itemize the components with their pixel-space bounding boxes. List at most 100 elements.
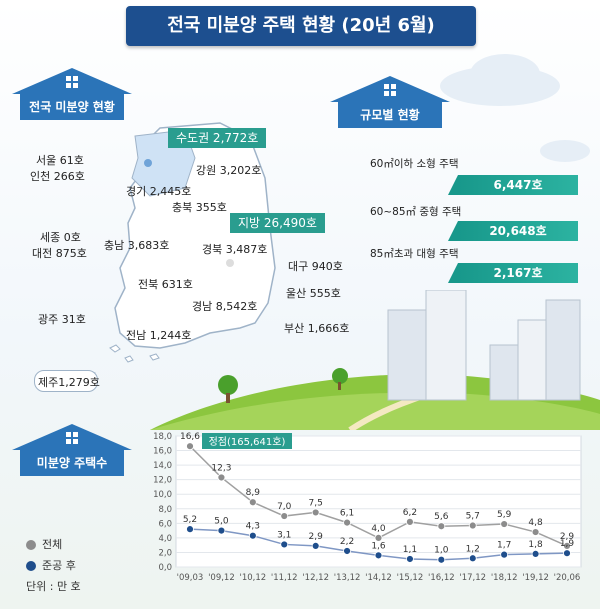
data-label-after-completion: 1,2 <box>466 544 480 554</box>
y-tick-label: 2,0 <box>158 548 172 558</box>
region-sejong: 세종 0호 <box>40 231 81 244</box>
y-tick-label: 8,0 <box>158 505 172 515</box>
data-label-total: 4,8 <box>528 518 543 528</box>
size-large-label: 85㎡초과 대형 주택 <box>370 248 459 260</box>
daegu-marker <box>226 259 234 267</box>
data-label-after-completion: 5,2 <box>183 515 197 525</box>
y-tick-label: 16,0 <box>153 447 172 457</box>
data-label-total: 2,9 <box>560 532 575 542</box>
region-incheon: 인천 266호 <box>30 170 85 183</box>
data-label-total: 5,7 <box>466 512 480 522</box>
x-tick-label: '09,03 <box>177 573 204 583</box>
region-chungnam: 충남 3,683호 <box>104 239 170 252</box>
section-national-label: 전국 미분양 현황 <box>12 68 132 120</box>
window-icon <box>66 76 78 88</box>
data-label-total: 7,5 <box>309 498 323 508</box>
data-point-after-completion <box>531 550 540 558</box>
window-icon <box>384 84 396 96</box>
y-tick-label: 4,0 <box>158 534 172 544</box>
data-label-total: 5,6 <box>434 512 449 522</box>
data-point-after-completion <box>311 541 320 550</box>
legend-after-dot <box>26 561 36 571</box>
section-national-text: 전국 미분양 현황 <box>20 94 124 120</box>
x-tick-label: '20,06 <box>554 573 581 583</box>
x-tick-label: '17,12 <box>459 573 486 583</box>
region-gyeongnam: 경남 8,542호 <box>192 300 258 313</box>
data-label-after-completion: 5,0 <box>214 517 229 527</box>
data-point-after-completion <box>343 547 351 555</box>
data-point-after-completion <box>468 554 477 563</box>
region-busan: 부산 1,666호 <box>284 322 350 335</box>
y-tick-label: 12,0 <box>153 476 172 486</box>
data-label-total: 12,3 <box>211 463 231 473</box>
data-point-after-completion <box>563 549 571 558</box>
region-gwangju: 광주 31호 <box>38 313 86 326</box>
data-point-total <box>311 508 320 517</box>
data-point-total <box>500 520 509 528</box>
region-seoul: 서울 61호 <box>36 154 84 167</box>
jeju-island <box>34 370 98 392</box>
region-jeju: 제주1,279호 <box>38 376 100 389</box>
data-point-total <box>280 512 289 520</box>
data-point-total <box>186 442 194 451</box>
x-tick-label: '10,12 <box>239 573 266 583</box>
section-count-label: 미분양 주택수 <box>12 424 132 476</box>
data-label-total: 7,0 <box>277 502 292 512</box>
data-label-after-completion: 1,8 <box>528 540 543 550</box>
data-point-after-completion <box>374 551 383 560</box>
line-chart: 0,0 2,0 4,0 6,0 8,0 10,0 12,0 14,0 16,0 18,0 '09,… <box>153 432 582 583</box>
size-large-value: 2,167호 <box>448 263 578 283</box>
data-point-after-completion <box>500 550 509 559</box>
region-ulsan: 울산 555호 <box>286 287 341 300</box>
landscape <box>150 290 600 430</box>
legend-after-label: 준공 후 <box>42 559 76 572</box>
size-small-value: 6,447호 <box>448 175 578 195</box>
x-tick-label: '14,12 <box>365 573 392 583</box>
legend-total: 전체 <box>26 536 62 552</box>
window-icon <box>66 432 78 444</box>
chart-plot-bg <box>175 435 582 568</box>
peak-annotation: 정점(165,641호) <box>209 436 286 448</box>
hill-highlight <box>150 392 600 430</box>
peak-annotation-box <box>202 433 292 449</box>
region-gyeonggi: 경기 2,445호 <box>126 185 192 198</box>
region-jeonbuk: 전북 631호 <box>138 278 193 291</box>
building-icon <box>387 290 581 401</box>
y-tick-label: 18,0 <box>153 432 172 442</box>
data-point-after-completion <box>217 526 226 535</box>
section-count-text: 미분양 주택수 <box>20 450 124 476</box>
tree-trunk <box>226 393 230 403</box>
data-label-total: 6,1 <box>340 509 354 519</box>
data-point-after-completion <box>406 555 414 563</box>
data-label-after-completion: 4,3 <box>246 522 260 532</box>
data-point-after-completion <box>437 555 446 564</box>
data-point-total <box>406 517 414 526</box>
data-point-total <box>248 498 257 507</box>
data-point-total <box>531 528 540 536</box>
section-size-text: 규모별 현황 <box>338 102 442 128</box>
x-tick-label: '11,12 <box>271 573 298 583</box>
size-small-label: 60㎡이하 소형 주택 <box>370 158 459 170</box>
data-label-after-completion: 3,1 <box>277 530 291 540</box>
data-label-total: 5,9 <box>497 510 512 520</box>
legend-total-label: 전체 <box>42 538 63 551</box>
unit-label: 단위 : 만 호 <box>26 580 81 593</box>
x-tick-label: '19,12 <box>522 573 549 583</box>
tree-icon <box>332 368 348 384</box>
y-tick-label: 6,0 <box>158 519 172 529</box>
x-tick-label: '16,12 <box>428 573 455 583</box>
data-label-total: 4,0 <box>371 524 386 534</box>
data-label-total: 16,6 <box>180 432 200 442</box>
tree-trunk <box>338 382 341 390</box>
data-label-after-completion: 1,9 <box>560 539 575 549</box>
data-point-total <box>217 473 226 482</box>
data-label-after-completion: 1,6 <box>371 541 386 551</box>
y-tick-label: 0,0 <box>158 563 172 573</box>
data-point-after-completion <box>248 531 257 540</box>
data-label-after-completion: 2,9 <box>309 532 324 542</box>
y-tick-label: 14,0 <box>153 461 172 471</box>
x-tick-label: '18,12 <box>491 573 518 583</box>
x-tick-label: '09,12 <box>208 573 235 583</box>
region-gangwon: 강원 3,202호 <box>196 164 262 177</box>
tree-icon <box>218 375 238 395</box>
